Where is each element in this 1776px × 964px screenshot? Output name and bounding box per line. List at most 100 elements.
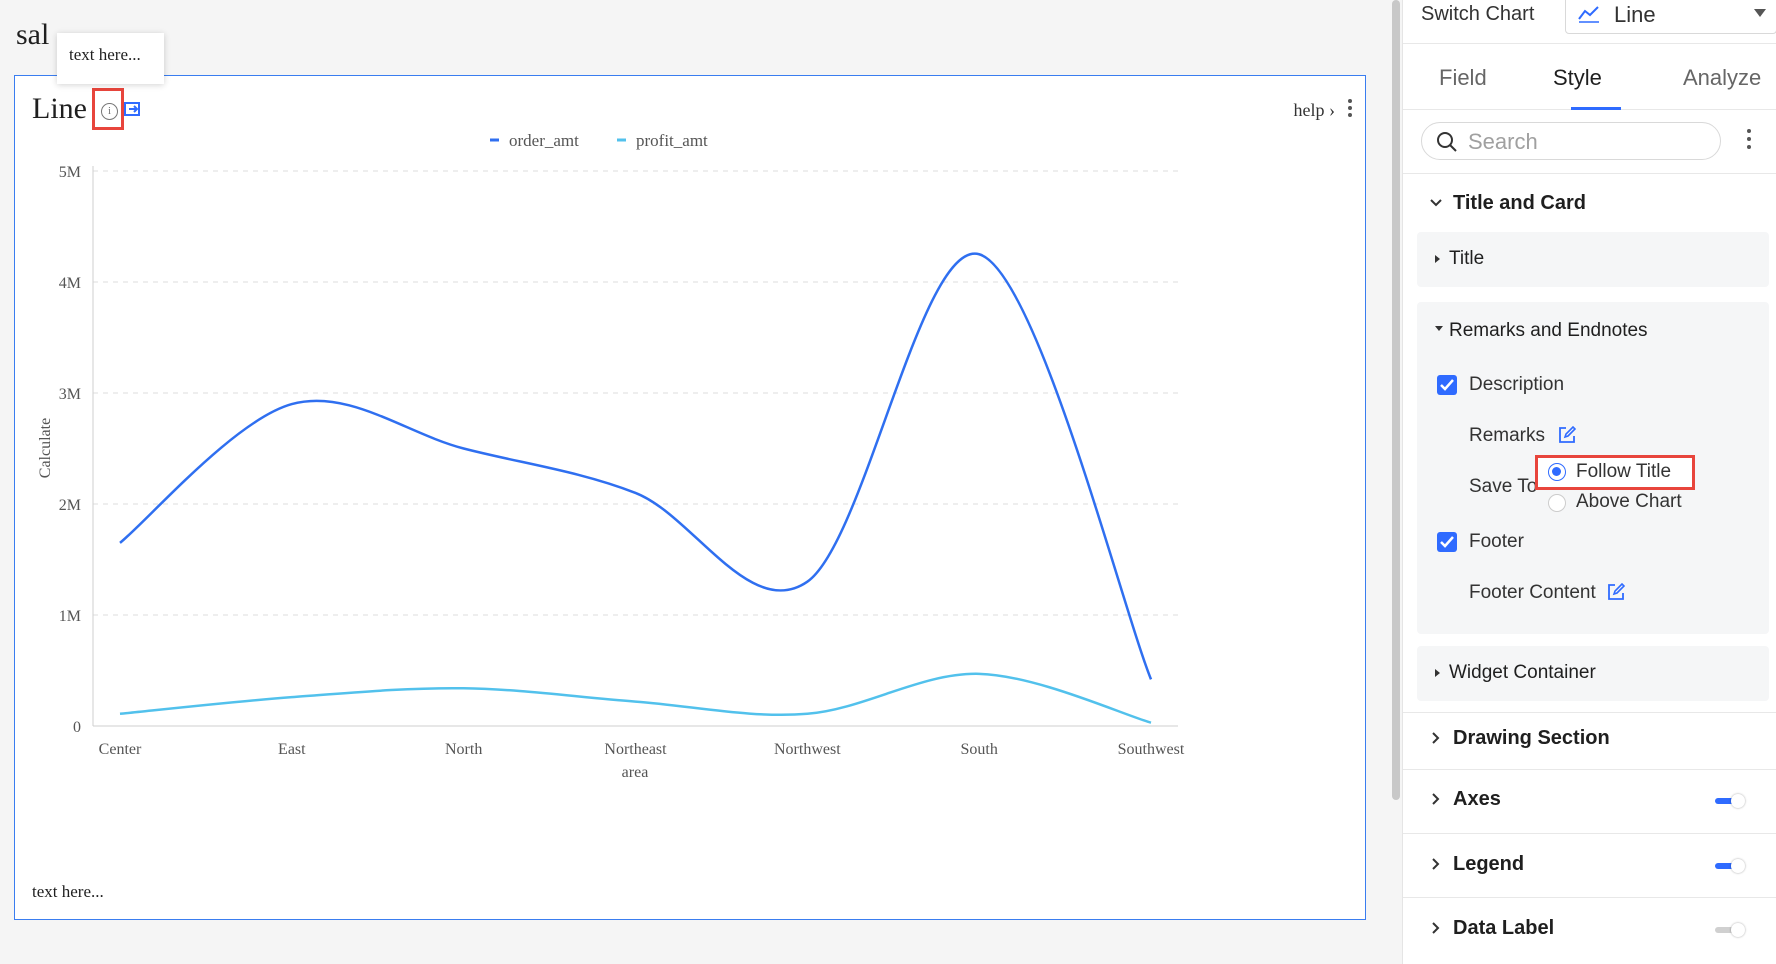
section-legend[interactable]: Legend (1403, 853, 1776, 879)
legend-label: profit_amt (636, 131, 708, 150)
description-checkbox[interactable] (1437, 375, 1457, 395)
divider (1403, 833, 1776, 834)
subsection-label: Widget Container (1449, 662, 1596, 683)
x-tick-label: East (278, 741, 306, 758)
search-icon (1437, 132, 1457, 152)
check-icon (1440, 379, 1454, 391)
line-chart-icon (1578, 6, 1599, 23)
x-axis-title: area (622, 764, 649, 781)
chevron-right-icon (1432, 732, 1440, 744)
edit-icon[interactable] (1558, 426, 1576, 444)
remark-tooltip: text here... (57, 33, 164, 84)
caret-down-icon[interactable] (1435, 326, 1443, 331)
series-line-order_amt (119, 252, 1153, 680)
section-drawing[interactable]: Drawing Section (1403, 727, 1776, 753)
help-label: help (1293, 100, 1325, 120)
link-icon[interactable] (124, 101, 142, 117)
help-link[interactable]: help › (1294, 100, 1336, 121)
x-tick-label: Northwest (774, 741, 841, 758)
y-tick-label: 5M (59, 164, 81, 181)
info-highlight-box: i (92, 88, 124, 130)
above-chart-radio[interactable] (1548, 494, 1566, 512)
footer-label: Footer (1469, 531, 1524, 552)
tab-field[interactable]: Field (1439, 65, 1487, 90)
chevron-right-icon (1432, 793, 1440, 805)
toggle-track (1715, 798, 1741, 804)
scrollbar[interactable] (1389, 0, 1403, 800)
follow-title-label[interactable]: Follow Title (1576, 461, 1672, 482)
subsection-label[interactable]: Remarks and Endnotes (1449, 320, 1648, 341)
follow-title-highlight: Follow Title (1535, 455, 1695, 490)
divider (1403, 897, 1776, 898)
y-tick-label: 3M (59, 386, 81, 403)
chart-type-value: Line (1614, 2, 1656, 27)
more-options-icon[interactable] (1347, 98, 1353, 118)
scrollbar-thumb[interactable] (1392, 0, 1400, 800)
search-input[interactable] (1468, 129, 1708, 155)
caret-down-icon (1754, 9, 1766, 17)
remarks-label: Remarks (1469, 425, 1546, 446)
info-icon[interactable]: i (101, 103, 118, 120)
divider (1403, 173, 1776, 174)
x-tick-label: Northeast (604, 741, 667, 758)
x-tick-label: Center (99, 741, 142, 758)
subsection-widget-container[interactable]: Widget Container (1417, 646, 1769, 701)
series-line-profit_amt (119, 672, 1152, 724)
subsection-remarks-endnotes: Remarks and Endnotes Description Remarks… (1417, 302, 1769, 634)
check-icon (1440, 536, 1454, 548)
caret-right-icon (1435, 255, 1440, 263)
line-chart: 0 1M 2M 3M 4M 5M Center East North Northeast North… (37, 131, 1185, 781)
y-tick-label: 1M (59, 608, 81, 625)
subsection-label: Title (1449, 248, 1485, 269)
section-label: Axes (1453, 788, 1501, 810)
section-axes[interactable]: Axes (1403, 788, 1776, 814)
y-tick-label: 0 (73, 719, 81, 736)
section-title-and-card[interactable]: Title and Card (1403, 192, 1776, 218)
y-tick-label: 4M (59, 275, 81, 292)
chevron-right-icon (1432, 922, 1440, 934)
panel-more-icon[interactable] (1746, 128, 1752, 150)
caret-right-icon (1435, 669, 1440, 677)
edit-icon[interactable] (1607, 583, 1625, 601)
chevron-down-icon (1430, 199, 1442, 207)
divider (1403, 712, 1776, 713)
active-tab-indicator (1571, 107, 1621, 110)
divider (1403, 769, 1776, 770)
chevron-right-icon (1432, 858, 1440, 870)
canvas-area: sal text here... 0 1M 2M 3M 4M 5M Center East No… (14, 0, 1400, 920)
y-axis-title: Calculate (37, 418, 54, 478)
follow-title-radio[interactable] (1548, 463, 1566, 481)
toggle-knob (1731, 794, 1745, 808)
x-tick-label: Southwest (1118, 741, 1185, 758)
page-heading: sal (16, 18, 50, 51)
axes-toggle[interactable] (1715, 794, 1745, 808)
switch-chart-label: Switch Chart (1421, 3, 1535, 25)
search-box[interactable] (1421, 122, 1721, 160)
chart-type-select[interactable]: Line (1565, 0, 1776, 34)
panel-tabs: Field Style Analyze (1403, 44, 1776, 110)
chart-title: Line (32, 92, 87, 125)
chart-widget-card[interactable]: 0 1M 2M 3M 4M 5M Center East North Northeast North… (14, 75, 1366, 920)
x-tick-label: South (960, 741, 997, 758)
chart-footer: text here... (32, 882, 104, 901)
toggle-track (1715, 863, 1741, 869)
above-chart-label[interactable]: Above Chart (1576, 491, 1682, 512)
footer-content-label: Footer Content (1469, 582, 1596, 603)
tab-style[interactable]: Style (1553, 65, 1602, 90)
legend-toggle[interactable] (1715, 859, 1745, 873)
description-label: Description (1469, 374, 1565, 395)
save-to-label: Save To (1469, 476, 1538, 497)
settings-panel: Switch Chart Line Field Style Analyze Ti… (1402, 0, 1776, 964)
section-label: Drawing Section (1453, 727, 1610, 749)
section-data-label[interactable]: Data Label (1403, 917, 1776, 943)
section-label: Legend (1453, 853, 1525, 875)
toggle-knob (1731, 923, 1745, 937)
legend-label: order_amt (509, 131, 579, 150)
section-label: Data Label (1453, 917, 1555, 939)
data-label-toggle[interactable] (1715, 923, 1745, 937)
tab-analyze[interactable]: Analyze (1683, 65, 1762, 90)
toggle-knob (1731, 859, 1745, 873)
x-tick-label: North (445, 741, 482, 758)
footer-checkbox[interactable] (1437, 532, 1457, 552)
subsection-title[interactable]: Title (1417, 232, 1769, 287)
